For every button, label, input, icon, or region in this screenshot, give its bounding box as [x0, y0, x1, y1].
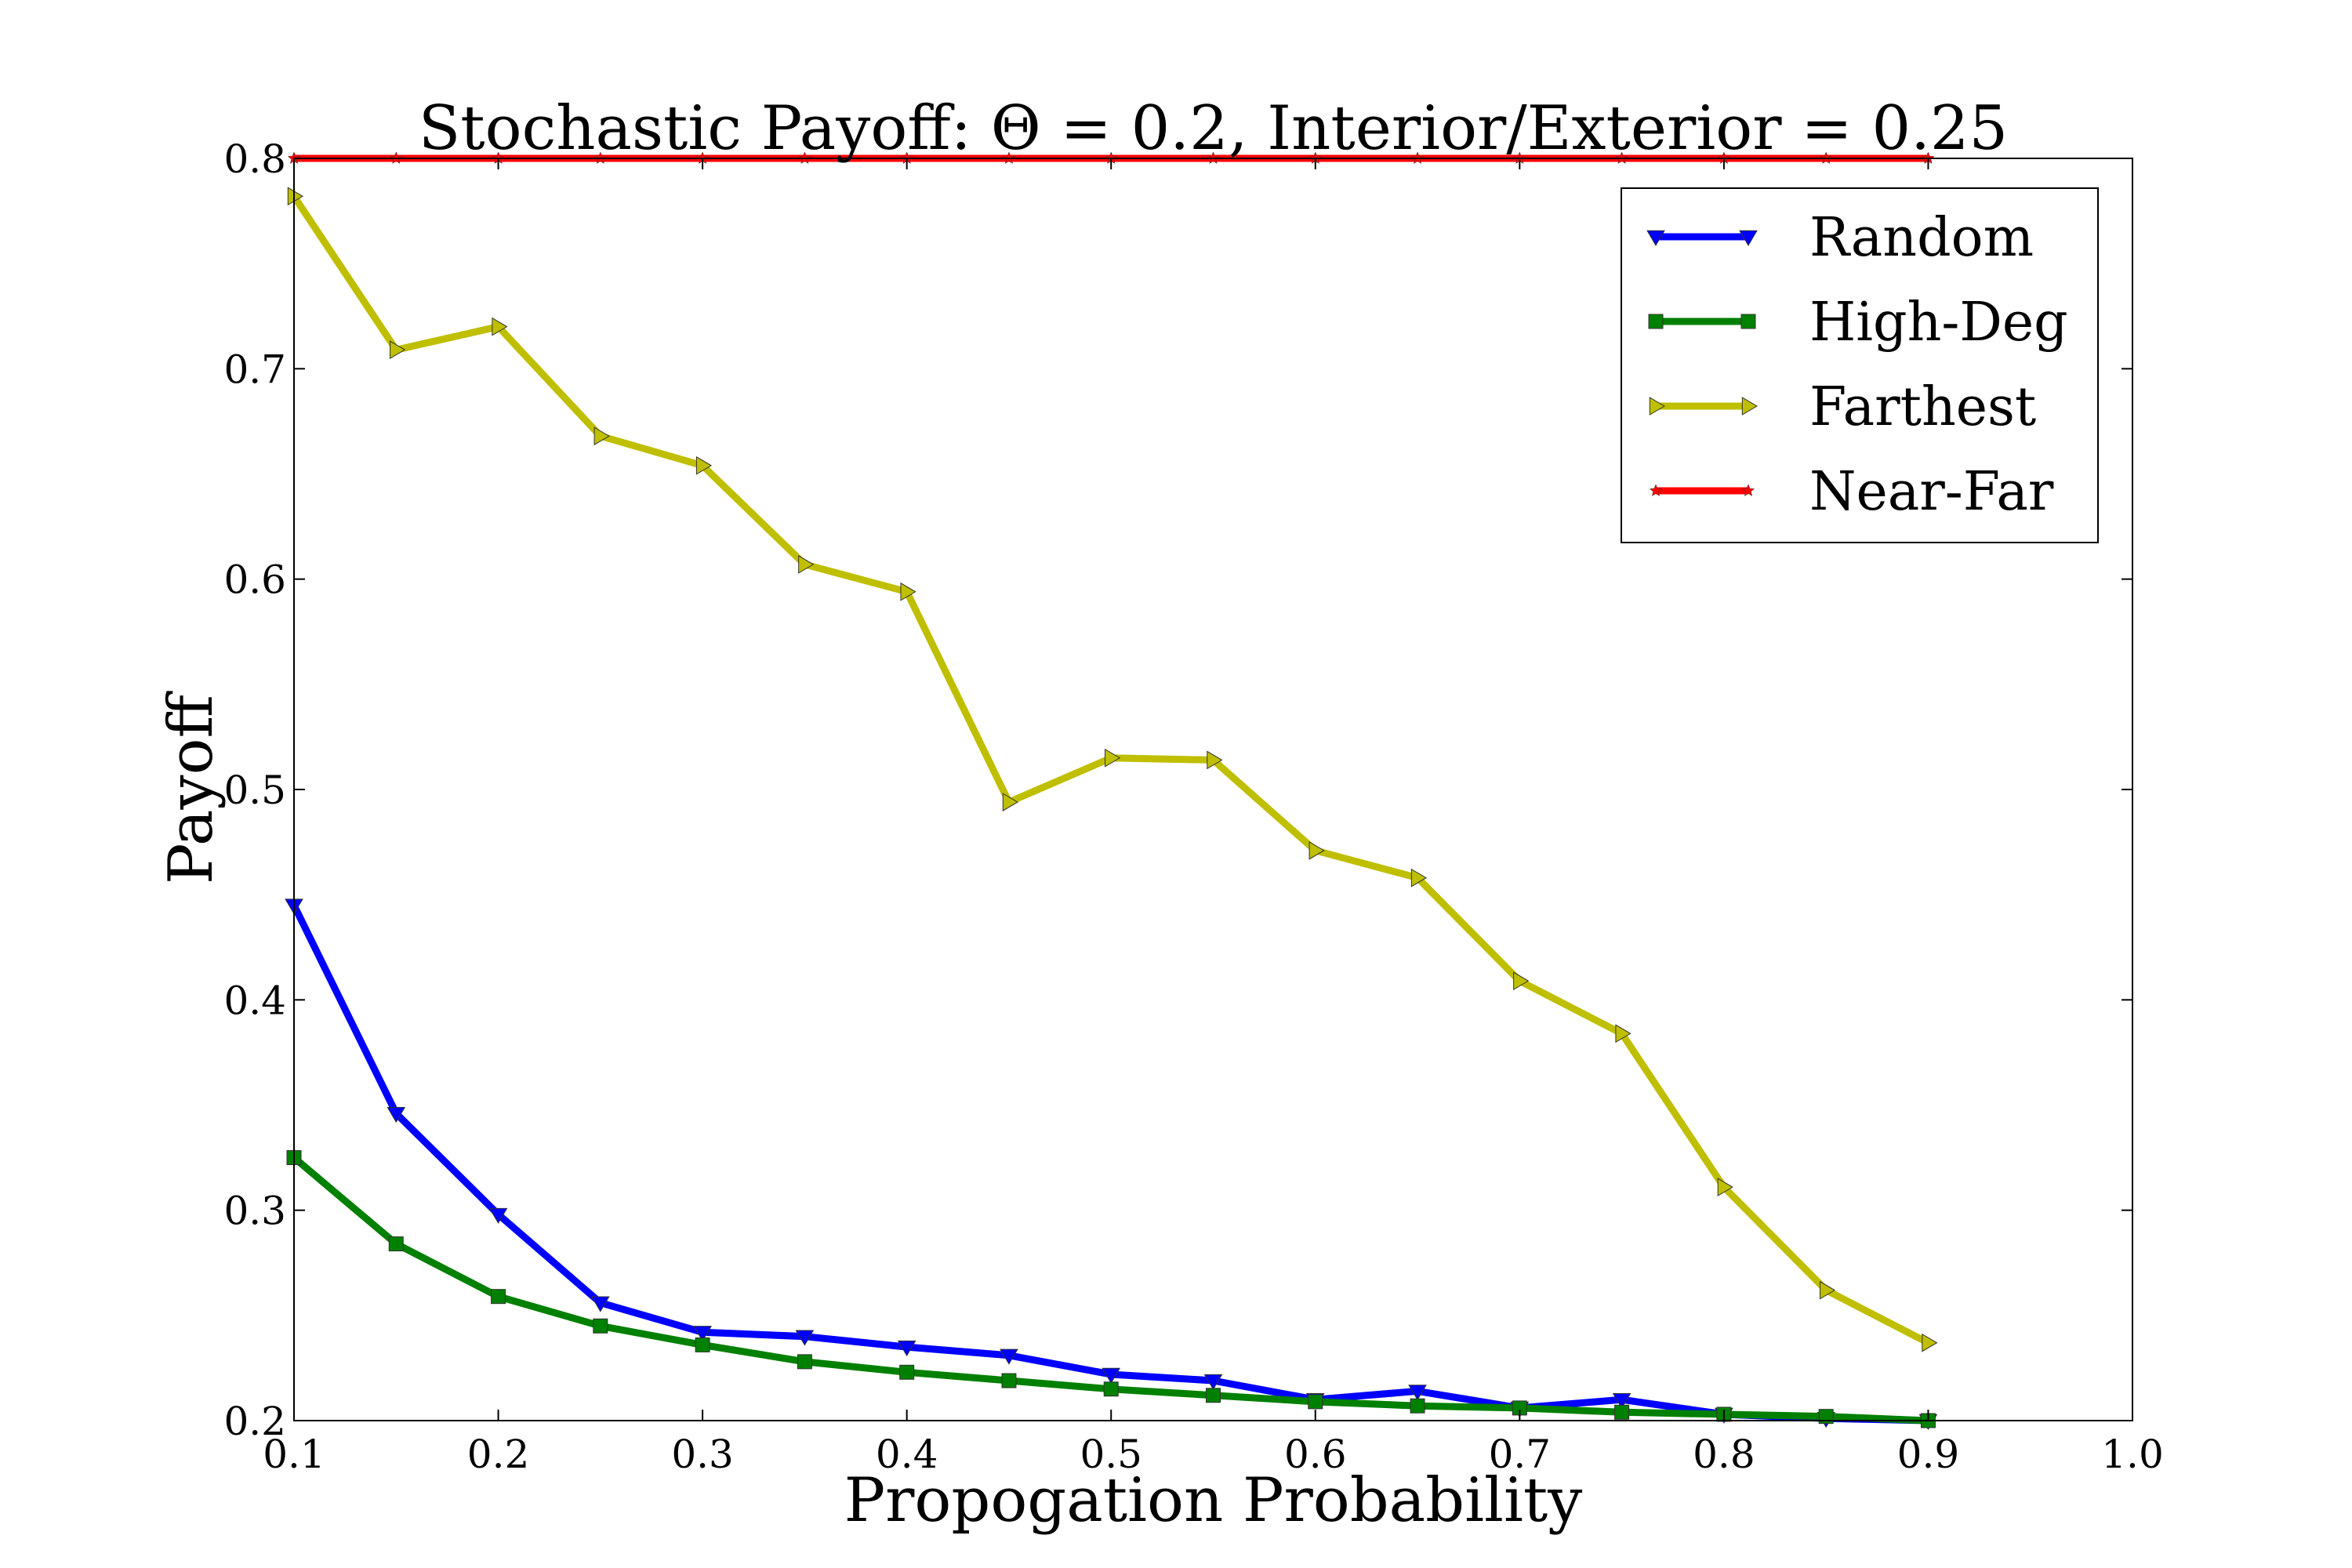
high-deg-marker: [491, 1289, 506, 1305]
y-tick-label: 0.4: [223, 978, 286, 1023]
legend-item-random: Random: [1646, 207, 2034, 269]
x-tick-label: 0.5: [1080, 1432, 1142, 1477]
farthest-marker: [1615, 1024, 1632, 1044]
x-tick-label: 0.9: [1897, 1432, 1960, 1477]
random-marker: [590, 1296, 610, 1312]
legend-high-deg-marker: [1740, 314, 1756, 329]
x-tick-label: 1.0: [2101, 1432, 2164, 1477]
legend-random-marker: [1739, 230, 1758, 246]
farthest-marker: [1819, 1280, 1836, 1300]
legend-box: [1621, 187, 2099, 543]
farthest-marker: [798, 555, 815, 574]
random-marker: [488, 1207, 508, 1225]
x-tick-label: 0.1: [263, 1432, 325, 1477]
axis-ticks: 0.1 0.2 0.3 0.4 0.5 0.6 0.7 0.8 0.9 1.00.20.30.40…: [223, 136, 2163, 1477]
legend-farthest-marker: [1741, 397, 1758, 416]
legend: Random High-Deg Farthest Near-Far: [1621, 187, 2099, 543]
x-tick-label: 0.3: [671, 1432, 734, 1477]
x-tick-label: 0.7: [1489, 1432, 1552, 1477]
farthest-marker: [1207, 750, 1223, 770]
y-axis-title: Payoff: [156, 690, 227, 884]
x-tick-label: 0.2: [467, 1432, 530, 1477]
high-deg-marker: [1614, 1404, 1630, 1420]
farthest-marker: [1105, 748, 1121, 768]
x-tick-label: 0.6: [1284, 1432, 1347, 1477]
y-tick-label: 0.7: [223, 347, 286, 392]
legend-label: Near-Far: [1809, 461, 2054, 523]
high-deg-marker: [1206, 1388, 1221, 1403]
farthest-marker: [1308, 840, 1325, 860]
farthest-marker: [1410, 868, 1428, 887]
legend-high-deg-marker: [1648, 314, 1664, 329]
legend-item-near-far: Near-Far: [1649, 461, 2054, 523]
legend-label: Random: [1809, 207, 2034, 269]
series-random: [285, 898, 1938, 1430]
high-deg-marker: [1410, 1398, 1425, 1414]
legend-random-marker: [1646, 230, 1665, 246]
farthest-marker: [1717, 1178, 1733, 1197]
series-farthest: [287, 187, 1938, 1352]
high-deg-marker: [899, 1364, 915, 1380]
high-deg-marker: [695, 1337, 710, 1352]
high-deg-marker: [797, 1354, 812, 1370]
legend-near-far-marker: [1649, 484, 1663, 497]
high-deg-marker: [388, 1236, 404, 1252]
farthest-marker: [492, 317, 508, 336]
random-line: [290, 903, 1929, 1425]
y-tick-label: 0.6: [223, 557, 286, 603]
random-marker: [1102, 1367, 1121, 1384]
legend-label: Farthest: [1809, 376, 2036, 438]
legend-label: High-Deg: [1809, 292, 2068, 354]
high-deg-marker: [1103, 1381, 1119, 1397]
legend-item-high-deg: High-Deg: [1648, 292, 2068, 354]
legend-farthest-marker: [1649, 397, 1665, 416]
random-marker: [1203, 1374, 1223, 1391]
farthest-marker: [1513, 971, 1530, 991]
x-axis-title: Propogation Probability: [844, 1465, 1583, 1536]
random-marker: [1408, 1385, 1427, 1401]
farthest-marker: [593, 426, 610, 446]
random-marker: [1000, 1348, 1018, 1365]
legend-item-farthest: Farthest: [1649, 376, 2036, 438]
high-deg-marker: [1308, 1394, 1323, 1410]
random-marker: [795, 1330, 815, 1346]
farthest-marker: [1922, 1333, 1938, 1352]
y-tick-label: 0.2: [223, 1399, 286, 1444]
farthest-marker: [390, 340, 406, 360]
farthest-marker: [695, 456, 713, 475]
y-tick-label: 0.3: [223, 1189, 286, 1234]
legend-near-far-marker: [1741, 484, 1755, 497]
farthest-marker: [287, 187, 303, 206]
random-marker: [897, 1340, 916, 1357]
random-marker: [1612, 1392, 1632, 1410]
random-marker: [693, 1326, 712, 1342]
farthest-marker: [1002, 793, 1018, 811]
random-marker: [387, 1107, 406, 1123]
y-tick-label: 0.5: [223, 768, 286, 813]
series-high-deg: [286, 1150, 1936, 1428]
y-tick-label: 0.8: [223, 136, 286, 182]
chart-title: Stochastic Payoff: Θ = 0.2, Interior/Ext…: [419, 93, 2008, 164]
high-deg-marker: [593, 1318, 608, 1334]
farthest-marker: [900, 582, 916, 601]
x-tick-label: 0.8: [1693, 1432, 1755, 1477]
high-deg-marker: [1001, 1373, 1017, 1388]
x-tick-label: 0.4: [876, 1432, 938, 1477]
